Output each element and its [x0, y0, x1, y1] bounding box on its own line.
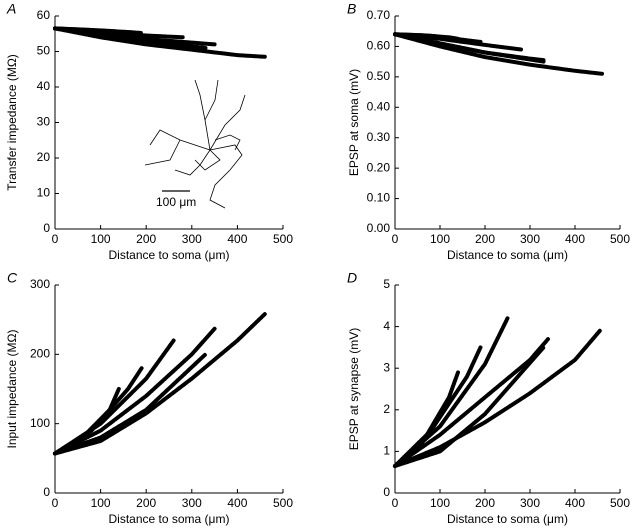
panel-label: D: [347, 270, 357, 286]
y-tick-label: 0.00: [367, 221, 391, 235]
panel-label: B: [347, 1, 356, 17]
y-tick-label: 0.70: [367, 8, 391, 22]
panel-label: A: [6, 1, 16, 17]
x-tick-label: 300: [182, 496, 202, 510]
x-tick-label: 500: [273, 232, 293, 246]
y-axis-label: Input impedance (MΩ): [5, 329, 19, 448]
y-tick-label: 40: [37, 79, 51, 93]
y-axis-label: EPSP at synapse (mV): [347, 328, 361, 451]
x-tick-label: 100: [430, 496, 450, 510]
x-tick-label: 400: [565, 232, 585, 246]
y-tick-label: 50: [37, 44, 51, 58]
y-tick-label: 300: [30, 277, 50, 291]
branch-line: [393, 370, 460, 468]
y-tick-label: 10: [37, 186, 51, 200]
y-tick-label: 0.40: [367, 99, 391, 113]
y-tick-label: 0.50: [367, 69, 391, 83]
x-tick-label: 500: [273, 496, 293, 510]
x-tick-label: 100: [91, 232, 111, 246]
x-tick-label: 0: [52, 232, 59, 246]
branch-line: [393, 32, 604, 76]
panel-label: C: [7, 270, 18, 286]
x-tick-label: 200: [475, 496, 495, 510]
y-tick-label: 2: [383, 402, 390, 416]
x-tick-label: 100: [91, 496, 111, 510]
branch-line: [393, 32, 460, 41]
branch-line: [393, 32, 546, 64]
branch-line: [53, 26, 208, 50]
x-tick-label: 300: [520, 496, 540, 510]
neuron-inset: [144, 79, 246, 209]
x-tick-label: 400: [227, 496, 247, 510]
branch-line: [53, 352, 208, 456]
y-tick-label: 0.20: [367, 160, 391, 174]
y-tick-label: 0.60: [367, 39, 391, 53]
y-tick-label: 0: [43, 221, 50, 235]
branch-line: [53, 326, 217, 456]
x-tick-label: 0: [392, 496, 399, 510]
y-tick-label: 3: [383, 360, 390, 374]
x-axis-label: Distance to soma (μm): [447, 248, 568, 262]
x-tick-label: 200: [475, 232, 495, 246]
x-tick-label: 500: [610, 496, 630, 510]
y-tick-label: 1: [383, 444, 390, 458]
x-axis-label: Distance to soma (μm): [109, 512, 230, 526]
y-tick-label: 0: [43, 485, 50, 499]
x-axis-label: Distance to soma (μm): [447, 512, 568, 526]
branch-line: [53, 387, 121, 456]
y-tick-label: 60: [37, 8, 51, 22]
branch-line: [53, 312, 267, 456]
y-tick-label: 0.30: [367, 130, 391, 144]
x-tick-label: 400: [227, 232, 247, 246]
y-axis-label: EPSP at soma (mV): [347, 69, 361, 176]
x-tick-label: 100: [430, 232, 450, 246]
branch-line: [393, 328, 602, 468]
x-tick-label: 300: [182, 232, 202, 246]
y-axis-label: Transfer impedance (MΩ): [5, 54, 19, 191]
x-tick-label: 0: [392, 232, 399, 246]
y-tick-label: 0.10: [367, 191, 391, 205]
y-tick-label: 200: [30, 347, 50, 361]
y-tick-label: 20: [37, 150, 51, 164]
y-tick-label: 4: [383, 319, 390, 333]
x-tick-label: 200: [136, 232, 156, 246]
y-tick-label: 100: [30, 416, 50, 430]
branch-line: [393, 345, 546, 468]
x-tick-label: 400: [565, 496, 585, 510]
x-tick-label: 0: [52, 496, 59, 510]
x-axis-label: Distance to soma (μm): [109, 248, 230, 262]
y-tick-label: 30: [37, 115, 51, 129]
scale-bar-label: 100 μm: [156, 195, 196, 209]
y-tick-label: 0: [383, 485, 390, 499]
x-tick-label: 500: [610, 232, 630, 246]
x-tick-label: 200: [136, 496, 156, 510]
x-tick-label: 300: [520, 232, 540, 246]
y-tick-label: 5: [383, 277, 390, 291]
